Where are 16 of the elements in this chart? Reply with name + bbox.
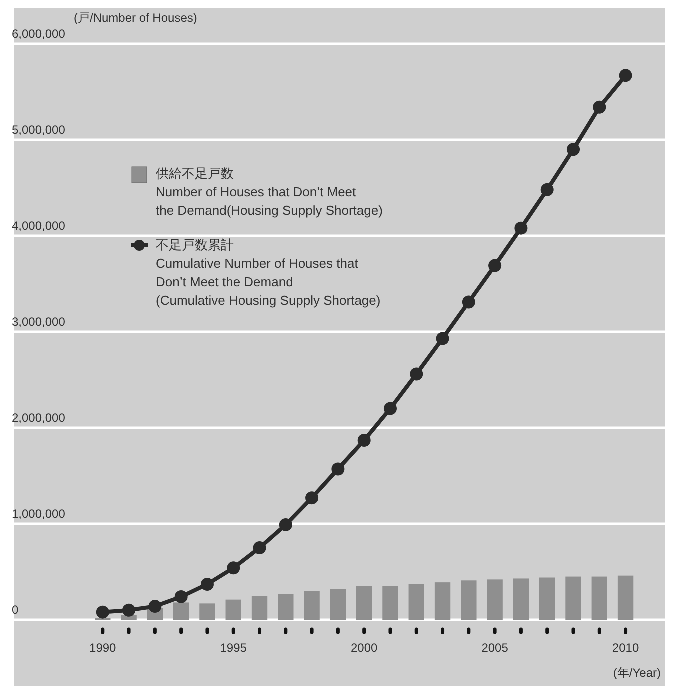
y-tick-label: 0 <box>12 603 19 617</box>
x-tick-label: 2005 <box>482 641 509 655</box>
legend-label: 供給不足戸数 Number of Houses that Don’t Meet the Demand(Housing Supply Shortage) <box>156 166 383 218</box>
y-tick-label: 5,000,000 <box>12 123 66 137</box>
y-tick-label: 3,000,000 <box>12 315 66 329</box>
x-tick-label: 1990 <box>90 641 117 655</box>
x-tick-label: 2000 <box>350 641 378 655</box>
y-tick-label: 4,000,000 <box>12 219 66 233</box>
legend-label: 不足戸数累計 Cumulative Number of Houses that Don’t Meet the Demand (Cumulative Housing Supply Shortage) <box>156 238 381 308</box>
y-tick-label: 2,000,000 <box>12 411 66 425</box>
y-tick-label: 6,000,000 <box>12 27 66 41</box>
x-tick-label: 2010 <box>612 641 640 655</box>
x-axis-title: (年/Year) <box>613 666 661 680</box>
y-tick-label: 1,000,000 <box>12 507 66 521</box>
y-axis-title: (戸/Number of Houses) <box>74 11 198 25</box>
x-tick-label: 1995 <box>220 641 248 655</box>
